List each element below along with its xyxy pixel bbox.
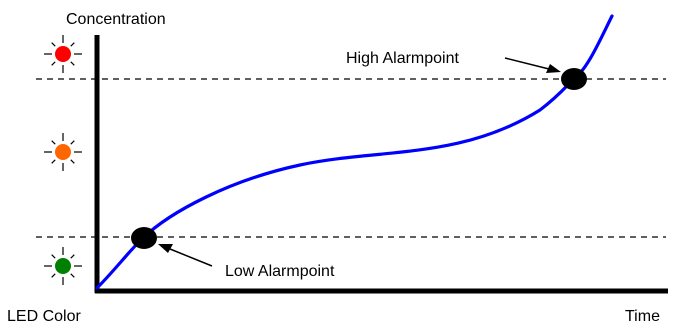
low-alarmpoint-marker xyxy=(131,227,157,249)
led-ray xyxy=(51,42,56,47)
low-alarmpoint-label: Low Alarmpoint xyxy=(225,263,335,280)
led-ray xyxy=(51,273,56,278)
high-alarmpoint-label: High Alarmpoint xyxy=(346,50,460,67)
led-ray xyxy=(51,254,56,259)
led-ray xyxy=(51,140,56,145)
led-disc xyxy=(55,258,71,274)
y-axis-label: Concentration xyxy=(66,11,166,28)
led-ray xyxy=(51,159,56,164)
led-disc xyxy=(55,144,71,160)
low-alarmpoint-arrow xyxy=(158,244,213,267)
led-ray xyxy=(70,159,75,164)
led-ray xyxy=(70,140,75,145)
x-axis-label: Time xyxy=(625,308,660,325)
led-disc xyxy=(55,46,71,62)
green-led-icon xyxy=(44,247,82,285)
orange-led-icon xyxy=(44,133,82,171)
high-alarmpoint-marker xyxy=(561,68,587,90)
led-ray xyxy=(51,61,56,66)
led-ray xyxy=(70,273,75,278)
led-ray xyxy=(70,254,75,259)
led-axis-label: LED Color xyxy=(7,308,81,325)
red-led-icon xyxy=(44,35,82,73)
high-alarmpoint-arrow xyxy=(504,57,561,73)
led-ray xyxy=(70,42,75,47)
led-ray xyxy=(70,61,75,66)
